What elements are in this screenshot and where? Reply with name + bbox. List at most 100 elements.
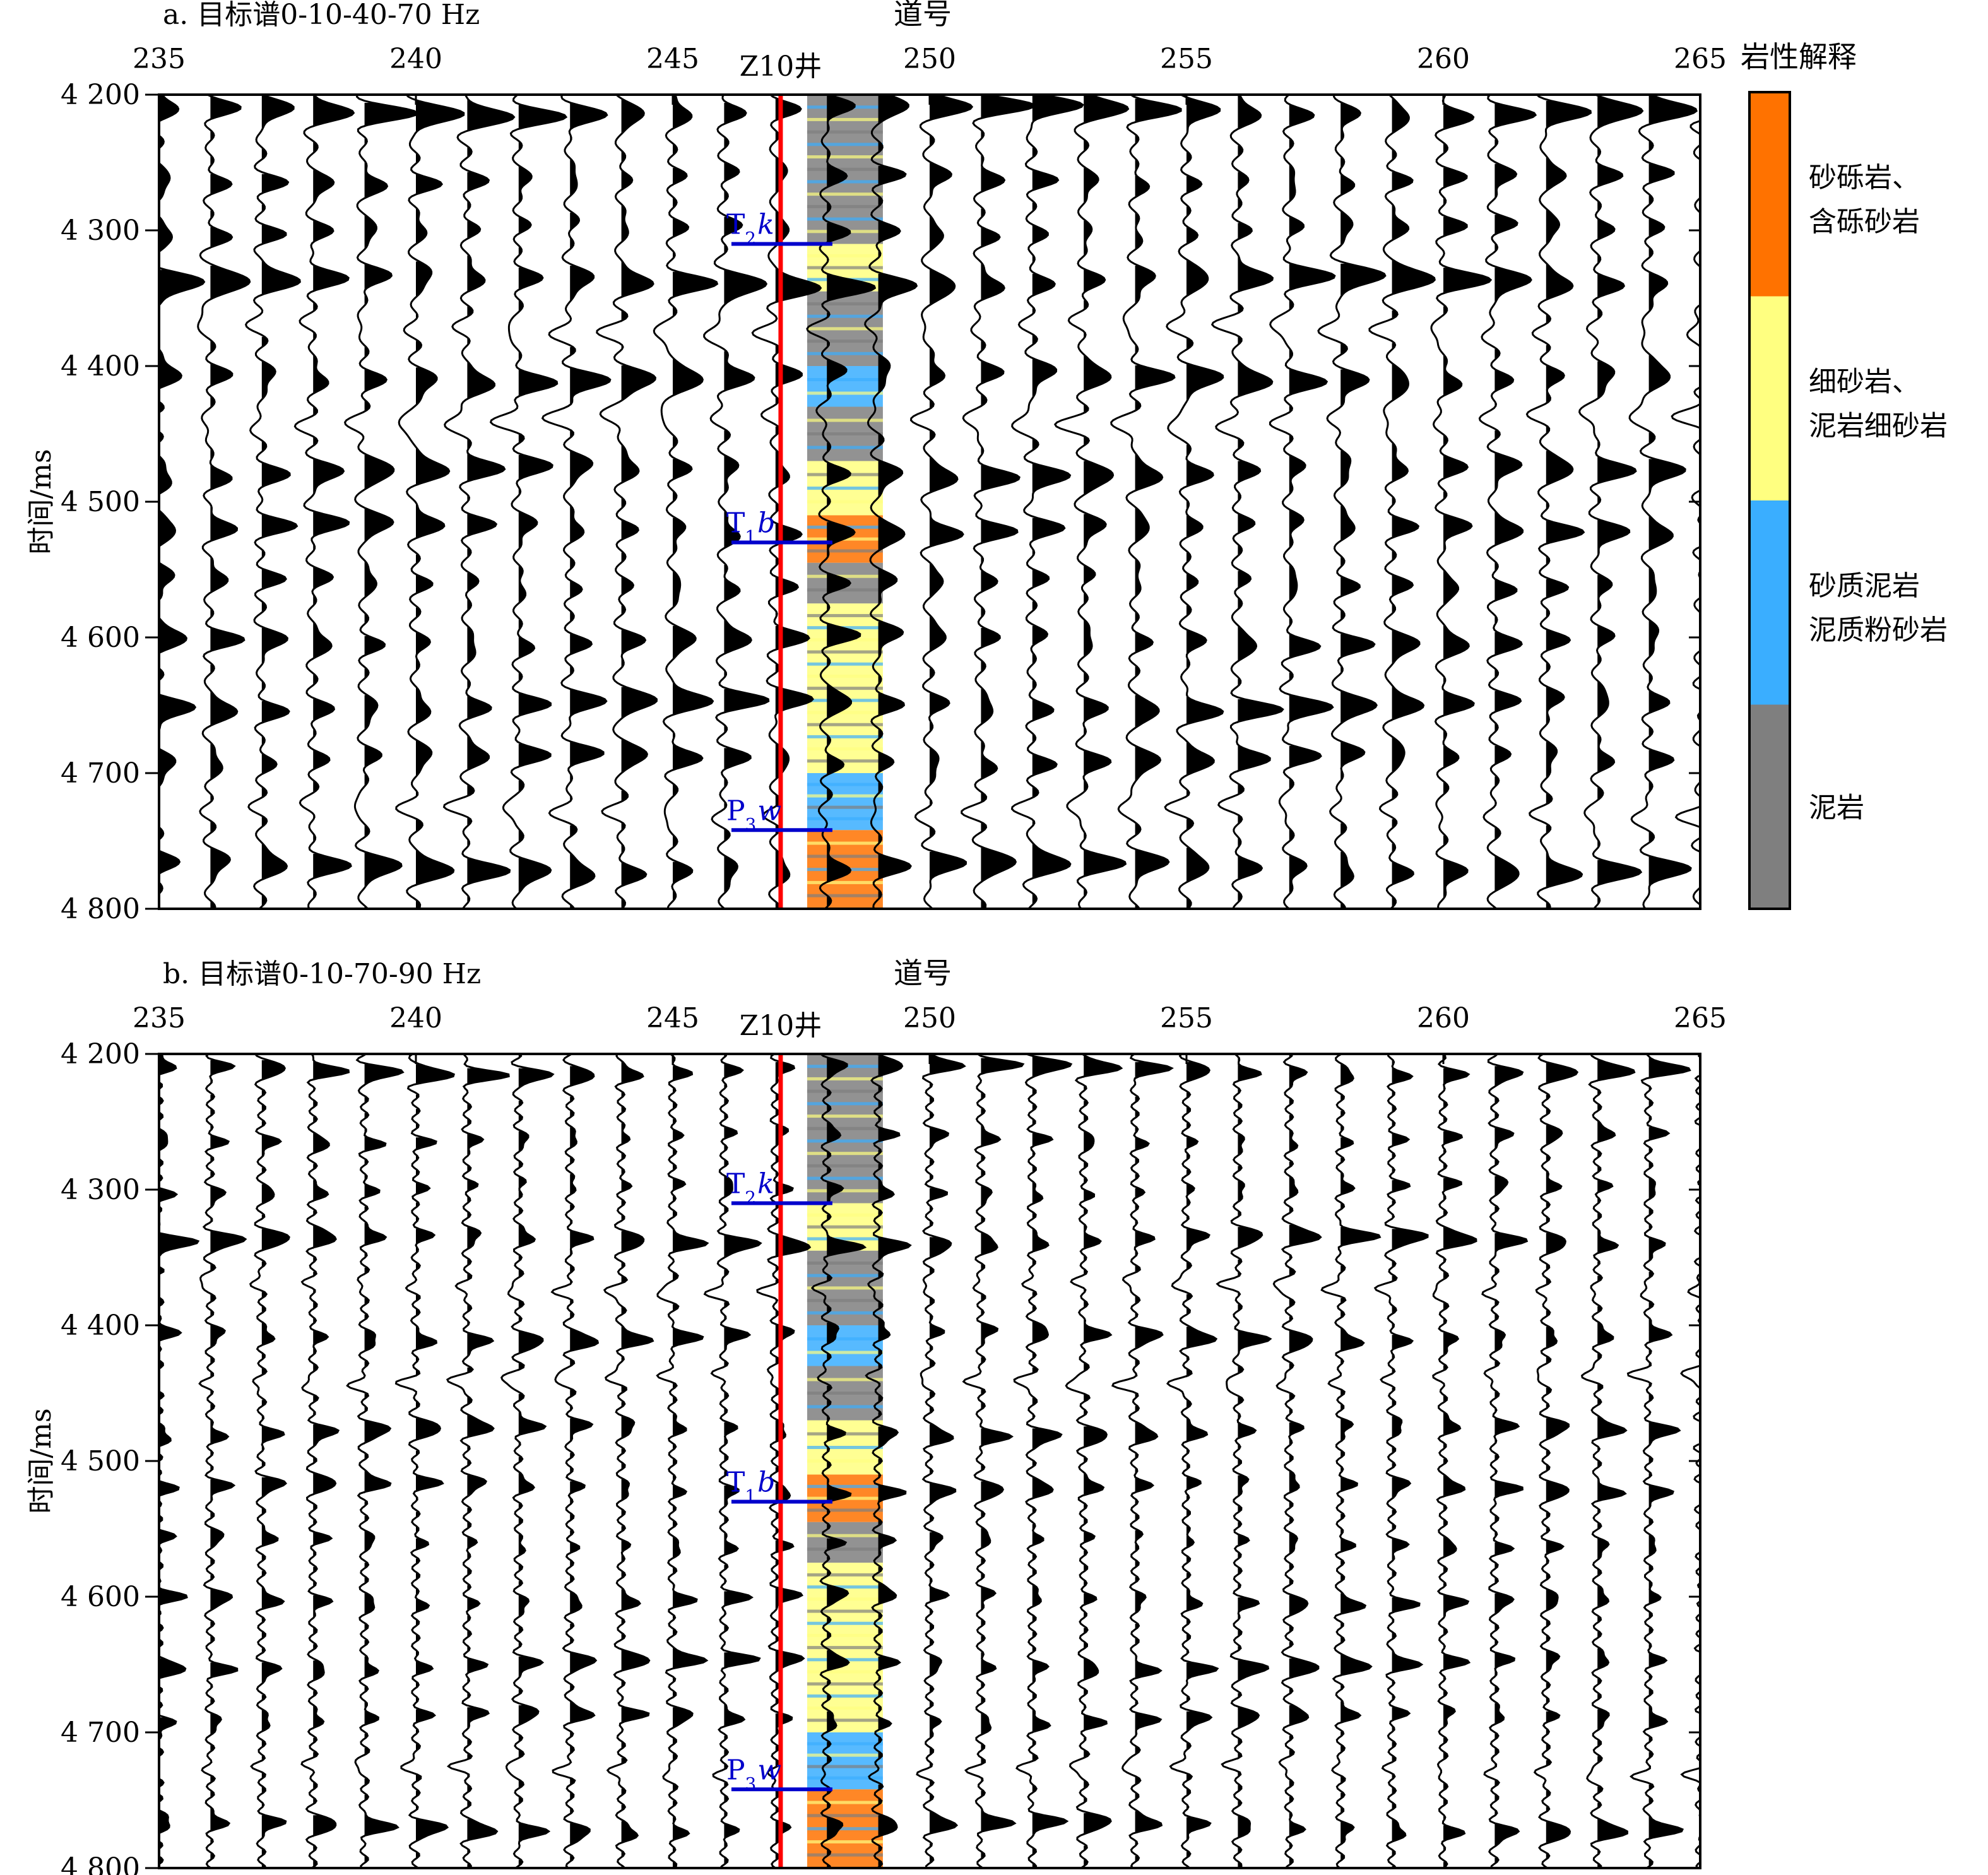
- wiggle-trace-fill: [416, 1064, 454, 1868]
- wiggle-trace: [1111, 1054, 1174, 1868]
- wiggle-trace: [1432, 1054, 1477, 1868]
- wiggle-trace: [1210, 95, 1284, 909]
- wiggle-trace: [446, 1054, 510, 1868]
- wiggle-trace-fill: [159, 95, 204, 909]
- lithology-thin-bed: [807, 1508, 883, 1512]
- horizon-label: P3w: [726, 1754, 781, 1794]
- wiggle-trace: [198, 1054, 247, 1868]
- wiggle-trace-fill: [1289, 1054, 1321, 1866]
- panel-a-horizons: T2k T1b P3w: [726, 209, 832, 835]
- y-tick-label: 4 200: [61, 79, 140, 111]
- wiggle-trace: [916, 1054, 966, 1868]
- lithology-thin-bed: [807, 588, 883, 592]
- lithology-thin-bed: [807, 759, 883, 763]
- lithology-thin-bed: [807, 1337, 883, 1340]
- wiggle-trace: [1013, 1054, 1073, 1868]
- wiggle-trace: [541, 95, 612, 909]
- wiggle-trace: [1216, 1054, 1272, 1868]
- wiggle-trace-fill: [1186, 98, 1223, 909]
- wiggle-trace: [1269, 95, 1336, 909]
- lithology-thin-bed: [807, 1597, 883, 1601]
- lithology-thin-bed: [807, 794, 883, 798]
- wiggle-trace-fill: [930, 95, 973, 909]
- wiggle-trace: [909, 95, 974, 909]
- wiggle-trace: [1164, 95, 1224, 909]
- wiggle-trace-fill: [1494, 1054, 1527, 1864]
- wiggle-trace: [1053, 95, 1130, 909]
- legend-title: 岩性解释: [1741, 40, 1857, 74]
- wiggle-trace: [864, 95, 918, 909]
- wiggle-trace-fill: [1289, 105, 1335, 895]
- panel-b-wiggle-traces: [159, 1054, 1700, 1868]
- lithology-thin-bed: [807, 1164, 883, 1168]
- lithology-thin-bed: [807, 1176, 883, 1180]
- wiggle-trace: [394, 1054, 456, 1868]
- panel-a-title: a. 目标谱0-10-40-70 Hz: [163, 0, 480, 31]
- x-tick-label: 265: [1674, 1002, 1727, 1034]
- x-tick-label: 260: [1417, 43, 1470, 75]
- lithology-thin-bed: [807, 817, 883, 820]
- wiggle-trace: [244, 95, 301, 909]
- wiggle-trace-fill: [570, 102, 610, 909]
- lithology-thin-bed: [807, 327, 883, 331]
- lithology-thin-bed: [807, 418, 883, 422]
- wiggle-trace: [865, 1054, 912, 1868]
- wiggle-trace: [159, 1054, 200, 1866]
- wiggle-trace: [806, 95, 877, 909]
- wiggle-trace-fill: [570, 1054, 598, 1862]
- x-tick-label: 250: [903, 1002, 956, 1034]
- wiggle-trace-fill: [467, 98, 514, 905]
- wiggle-trace-fill: [724, 1054, 761, 1866]
- legend-swatch: [1749, 704, 1790, 909]
- lithology-thin-bed: [807, 1776, 883, 1780]
- lithology-thin-bed: [807, 1274, 883, 1277]
- legend-colorbar-frame: [1748, 91, 1791, 910]
- wiggle-trace: [1010, 95, 1084, 909]
- wiggle-trace-fill: [1340, 102, 1385, 909]
- x-tick-label: 250: [903, 43, 956, 75]
- panel-b-lithology-column: [807, 1054, 883, 1868]
- panel-a-ylabel: 时间/ms: [25, 449, 57, 554]
- x-tick-label: 240: [389, 1002, 442, 1034]
- lithology-thin-bed: [807, 1077, 883, 1080]
- wiggle-trace-fill: [981, 1058, 1023, 1868]
- lithology-thin-bed: [807, 1225, 883, 1229]
- lithology-thin-bed: [807, 155, 883, 159]
- lithology-thin-bed: [807, 687, 883, 690]
- wiggle-trace-fill: [621, 98, 657, 909]
- wiggle-trace-fill: [364, 102, 418, 909]
- panel-a-x-ticks: 235 240 245 250 255 260 265: [133, 43, 1727, 105]
- lithology-thin-bed: [807, 1646, 883, 1650]
- lithology-thin-bed: [807, 1534, 883, 1537]
- wiggle-trace-fill: [210, 1060, 246, 1868]
- wiggle-trace-fill: [1084, 95, 1128, 899]
- x-tick-label: 265: [1674, 43, 1727, 75]
- wiggle-trace: [703, 1054, 762, 1868]
- wiggle-trace-fill: [518, 105, 566, 895]
- lithology-thin-bed: [807, 432, 883, 435]
- lithology-thin-bed: [807, 1484, 883, 1488]
- panel-b-ylabel: 时间/ms: [25, 1408, 57, 1513]
- lithology-thin-bed: [807, 1102, 883, 1106]
- lithology-thin-bed: [807, 1682, 883, 1686]
- legend-swatch: [1749, 92, 1790, 297]
- horizon-label: T1b: [726, 1467, 775, 1507]
- panel-b: b. 目标谱0-10-70-90 Hz 道号 时间/ms Z10井 T2k T1b…: [25, 956, 1727, 1875]
- wiggle-trace-fill: [981, 95, 1034, 909]
- lithology-thin-bed: [807, 894, 883, 897]
- legend-label: 泥岩: [1809, 791, 1864, 824]
- panel-b-horizons: T2k T1b P3w: [726, 1168, 832, 1794]
- x-tick-label: 245: [646, 43, 699, 75]
- wiggle-trace: [1481, 1054, 1529, 1868]
- wiggle-trace-fill: [1546, 100, 1591, 909]
- lithology-thin-bed: [807, 314, 883, 318]
- lithology-thin-bed: [807, 855, 883, 858]
- lithology-thin-bed: [807, 1089, 883, 1093]
- wiggle-trace-fill: [261, 1060, 290, 1868]
- legend-colorbar: [1749, 92, 1790, 909]
- lithology-thin-bed: [807, 735, 883, 738]
- y-tick-label: 4 300: [61, 215, 140, 247]
- lithology-thin-bed: [807, 1127, 883, 1130]
- lithology-thin-bed: [807, 711, 883, 714]
